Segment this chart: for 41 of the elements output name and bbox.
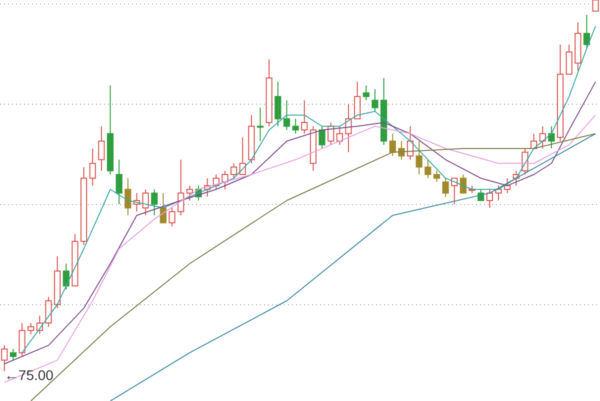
candlestick (548, 126, 555, 150)
candlestick (504, 178, 511, 194)
candlestick (256, 107, 264, 142)
candlestick (160, 192, 167, 224)
candlestick (318, 126, 326, 150)
candlestick (583, 14, 590, 49)
candlestick (274, 81, 282, 127)
candlestick (424, 159, 432, 179)
candlestick (539, 126, 546, 150)
candlestick (18, 322, 26, 357)
candlestick (362, 84, 370, 101)
candlestick (151, 188, 158, 216)
candlestick (336, 126, 343, 146)
candlestick (116, 159, 122, 205)
candlestick (28, 322, 34, 335)
candlestick (62, 263, 70, 290)
candlestick (460, 174, 467, 194)
candlestick (45, 296, 52, 328)
candlestick (230, 162, 238, 179)
candlestick (10, 348, 17, 361)
candlestick (283, 100, 290, 130)
candlestick (98, 126, 105, 172)
candlestick (168, 207, 176, 227)
candlestick (142, 188, 149, 216)
candlestick (433, 170, 440, 182)
candlestick (345, 103, 352, 153)
candlestick (222, 170, 228, 190)
candlestick (566, 44, 572, 75)
candlestick (416, 140, 422, 176)
annotation: ←75.00 (4, 367, 54, 384)
candlestick (186, 185, 193, 201)
candlestick (301, 100, 308, 134)
candlestick (495, 185, 502, 201)
candlestick (486, 188, 493, 208)
candlestick (89, 148, 96, 186)
candlestick (389, 133, 396, 156)
candlestick (442, 178, 449, 198)
candlestick (124, 178, 132, 216)
candlestick (372, 88, 378, 112)
candlestick (292, 118, 299, 134)
candlestick (354, 81, 361, 120)
